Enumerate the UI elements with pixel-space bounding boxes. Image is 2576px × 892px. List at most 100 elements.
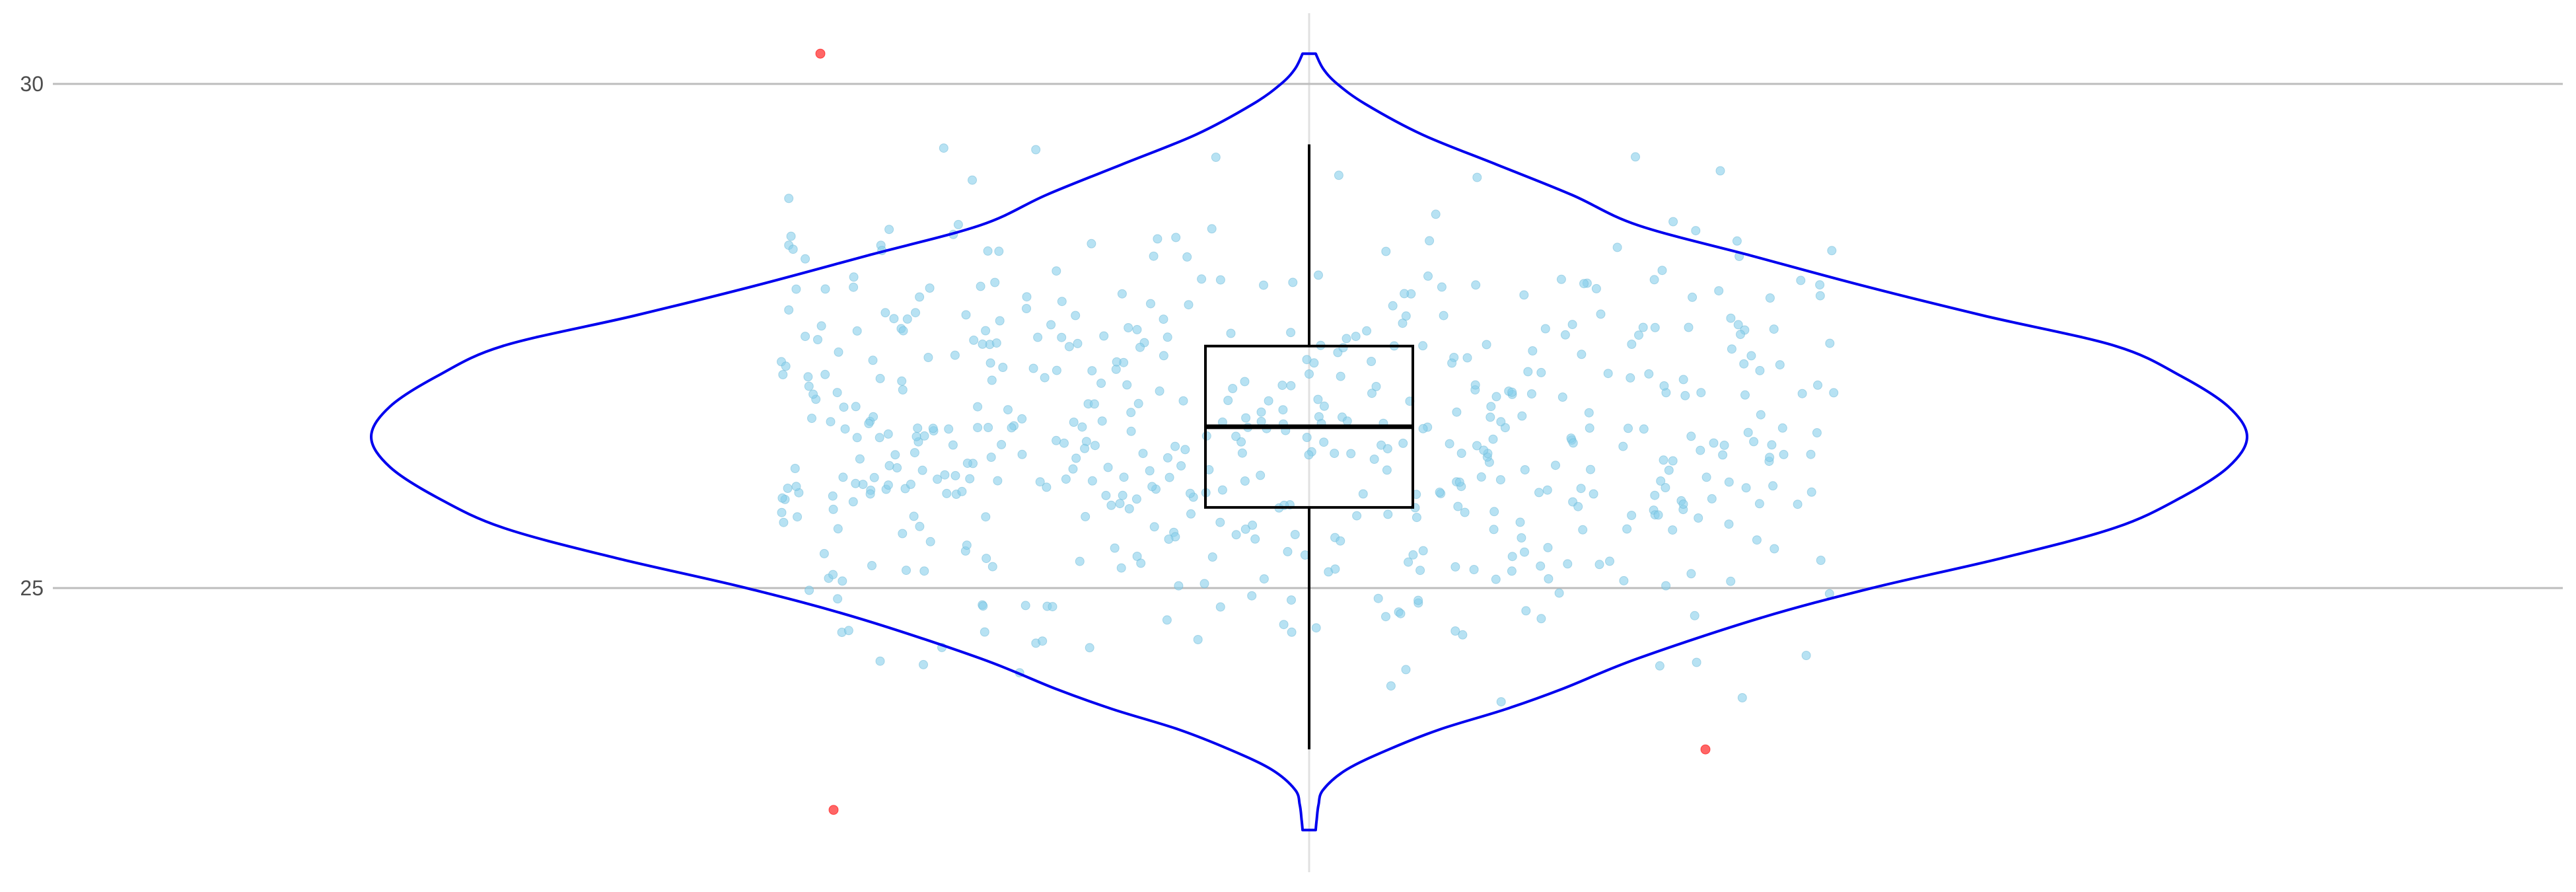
jitter-point — [1240, 377, 1250, 387]
jitter-point — [1231, 431, 1241, 441]
jitter-point — [1033, 332, 1043, 342]
jitter-point — [1664, 465, 1674, 475]
jitter-point — [1351, 332, 1361, 342]
jitter-point — [1755, 365, 1765, 375]
jitter-point — [1435, 488, 1445, 497]
jitter-point — [1507, 552, 1517, 562]
jitter-point — [925, 537, 935, 546]
jitter-point — [875, 656, 885, 666]
jitter-point — [1488, 434, 1498, 444]
jitter-point — [1544, 574, 1554, 583]
jitter-point — [1656, 476, 1666, 486]
jitter-point — [953, 219, 963, 229]
jitter-point — [1743, 427, 1753, 437]
jitter-point — [843, 626, 853, 636]
jitter-point — [1816, 556, 1826, 565]
jitter-point — [801, 254, 810, 264]
jitter-point — [1767, 440, 1777, 450]
jitter-point — [1567, 320, 1577, 330]
jitter-point — [1779, 449, 1789, 459]
jitter-point — [1352, 511, 1362, 521]
jitter-point — [1164, 472, 1174, 482]
jitter-point — [1117, 289, 1127, 299]
jitter-point — [1248, 520, 1258, 530]
jitter-point — [1543, 542, 1553, 552]
jitter-point — [1097, 416, 1107, 426]
jitter-point — [1085, 643, 1094, 653]
jitter-point — [928, 424, 938, 433]
jitter-point — [1264, 396, 1273, 406]
jitter-point — [1813, 380, 1822, 390]
jitter-point — [783, 484, 793, 493]
jitter-point — [1035, 477, 1045, 487]
jitter-point — [1031, 145, 1041, 155]
jitter-point — [981, 512, 991, 522]
jitter-point — [1688, 292, 1698, 302]
jitter-point — [1806, 449, 1816, 459]
jitter-point — [1071, 453, 1081, 463]
jitter-point — [983, 246, 993, 256]
jitter-point — [1112, 357, 1122, 367]
jitter-point — [1336, 536, 1345, 546]
jitter-point — [1578, 525, 1588, 535]
jitter-point — [1367, 389, 1377, 398]
outlier-points — [815, 48, 1711, 815]
jitter-point — [1404, 557, 1413, 567]
jitter-point — [1207, 224, 1217, 234]
jitter-point — [995, 316, 1005, 326]
jitter-point — [1305, 369, 1314, 379]
jitter-point — [1741, 483, 1751, 493]
jitter-point — [1423, 271, 1433, 281]
jitter-point — [1520, 547, 1529, 557]
jitter-point — [1231, 530, 1241, 540]
jitter-point — [1342, 334, 1351, 344]
jitter-point — [1534, 488, 1544, 498]
y-tick-label: 30 — [20, 72, 44, 96]
jitter-point — [1653, 510, 1663, 520]
jitter-point — [1585, 423, 1594, 433]
jitter-point — [1401, 665, 1411, 675]
jitter-point — [1290, 530, 1300, 539]
jitter-point — [1418, 546, 1428, 556]
jitter-point — [1521, 606, 1531, 616]
jitter-point — [1373, 593, 1383, 603]
jitter-point — [1215, 602, 1225, 612]
jitter-point — [1400, 289, 1410, 299]
jitter-point — [1707, 494, 1717, 503]
jitter-point — [906, 480, 915, 489]
jitter-point — [1022, 304, 1031, 313]
jitter-point — [834, 347, 843, 357]
jitter-point — [1304, 450, 1314, 460]
jitter-point — [875, 373, 885, 383]
jitter-point — [1696, 445, 1705, 455]
jitter-point — [1458, 630, 1468, 640]
outlier-point — [828, 805, 839, 815]
jitter-point — [777, 507, 787, 517]
jitter-point — [1827, 246, 1837, 256]
jitter-point — [985, 358, 995, 368]
jitter-point — [1605, 556, 1614, 566]
jitter-point — [1680, 390, 1690, 400]
jitter-point — [1472, 172, 1482, 182]
jitter-point — [1278, 405, 1288, 415]
jitter-point — [855, 454, 865, 464]
jitter-point — [1223, 396, 1233, 405]
jitter-point — [790, 464, 800, 473]
jitter-point — [890, 450, 900, 460]
jitter-point — [1132, 324, 1142, 334]
jitter-point — [1491, 574, 1501, 584]
jitter-point — [1718, 450, 1728, 460]
jitter-point — [1381, 246, 1391, 256]
jitter-point — [1259, 574, 1269, 584]
jitter-point — [1302, 355, 1312, 365]
jitter-point — [1362, 326, 1372, 336]
jitter-point — [1596, 309, 1606, 319]
jitter-point — [965, 474, 975, 484]
jitter-point — [1655, 661, 1664, 671]
jitter-point — [1313, 394, 1323, 404]
jitter-point — [1103, 463, 1113, 472]
jitter-point — [986, 453, 996, 462]
jitter-point — [1622, 524, 1632, 534]
jitter-point — [1452, 407, 1462, 417]
jitter-point — [1017, 449, 1027, 459]
